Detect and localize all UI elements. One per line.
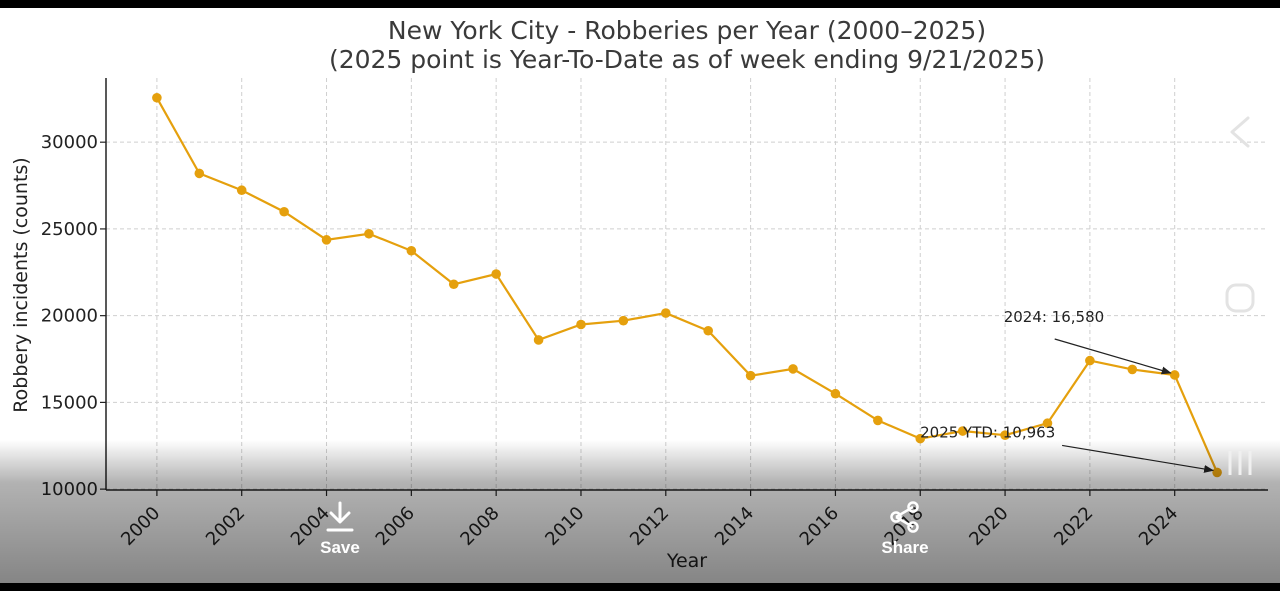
chart-background xyxy=(0,8,1280,583)
y-tick-label: 25000 xyxy=(41,219,98,240)
y-ticks: 10000 15000 20000 25000 30000 xyxy=(41,132,106,500)
data-point xyxy=(703,325,714,336)
y-tick-label: 10000 xyxy=(41,479,98,500)
data-point xyxy=(406,245,417,256)
recents-button[interactable] xyxy=(1220,443,1260,483)
grid xyxy=(106,78,1268,490)
data-point xyxy=(957,426,968,436)
y-tick-label: 20000 xyxy=(41,306,98,327)
back-button[interactable] xyxy=(1220,112,1260,152)
save-button[interactable]: Save xyxy=(285,500,395,572)
series-line xyxy=(155,97,1219,473)
data-point xyxy=(321,235,332,245)
share-button[interactable]: Share xyxy=(850,500,960,572)
annotations: 2024: 16,580 2025 YTD: 10,963 xyxy=(920,308,1215,473)
back-icon xyxy=(1230,116,1250,148)
data-point xyxy=(576,319,586,330)
data-point xyxy=(745,370,756,381)
data-point xyxy=(1000,430,1010,440)
y-tick-label: 30000 xyxy=(41,132,98,153)
data-point xyxy=(1127,364,1138,375)
recents-icon xyxy=(1228,451,1252,475)
chart-title: New York City - Robberies per Year (2000… xyxy=(388,16,986,45)
data-point xyxy=(1042,418,1053,429)
data-point xyxy=(364,228,374,239)
data-point xyxy=(448,279,459,290)
data-point xyxy=(660,308,671,318)
x-axis-label: Year xyxy=(666,550,707,572)
data-point xyxy=(915,433,926,444)
share-label: Share xyxy=(881,538,929,557)
data-point xyxy=(830,388,841,399)
data-point xyxy=(533,335,544,345)
data-point xyxy=(194,168,205,179)
annotation-label: 2025 YTD: 10,963 xyxy=(920,423,1055,441)
data-point xyxy=(1169,370,1180,380)
data-point xyxy=(236,185,247,196)
chart-subtitle: (2025 point is Year-To-Date as of week e… xyxy=(329,45,1045,74)
data-point xyxy=(1085,355,1095,366)
data-point xyxy=(279,206,289,217)
data-point xyxy=(491,269,501,279)
home-icon xyxy=(1225,283,1255,313)
home-button[interactable] xyxy=(1220,278,1260,318)
save-label: Save xyxy=(320,538,360,557)
annotation-arrow xyxy=(1062,444,1215,473)
data-point xyxy=(873,415,883,426)
data-point xyxy=(618,315,629,326)
y-axis-label: Robbery incidents (counts) xyxy=(10,157,32,412)
annotation-label: 2024: 16,580 xyxy=(1004,308,1104,326)
data-point xyxy=(788,364,798,374)
data-points xyxy=(152,92,1222,478)
share-icon xyxy=(890,501,919,533)
axes xyxy=(105,78,1268,491)
data-point xyxy=(1212,467,1222,478)
y-tick-label: 15000 xyxy=(41,392,98,413)
download-icon xyxy=(326,501,354,532)
data-point xyxy=(152,92,162,103)
annotation-arrow xyxy=(1054,338,1172,375)
